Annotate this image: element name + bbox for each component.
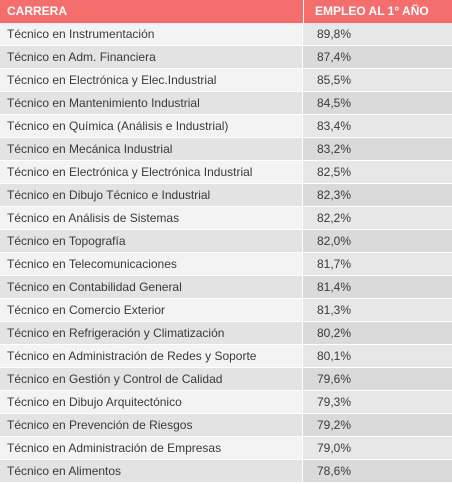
career-cell: Técnico en Dibujo Técnico e Industrial [0, 184, 303, 206]
table-row: Técnico en Administración de Empresas 79,… [0, 437, 452, 460]
table-body: Técnico en Instrumentación 89,8% Técnico e… [0, 23, 452, 483]
column-header-employment: EMPLEO AL 1° AÑO [303, 0, 452, 23]
career-cell: Técnico en Mantenimiento Industrial [0, 92, 303, 114]
employment-cell: 82,5% [303, 161, 452, 183]
career-cell: Técnico en Topografía [0, 230, 303, 252]
table-row: Técnico en Prevención de Riesgos 79,2% [0, 414, 452, 437]
employment-cell: 83,2% [303, 138, 452, 160]
table-row: Técnico en Análisis de Sistemas 82,2% [0, 207, 452, 230]
table-row: Técnico en Comercio Exterior 81,3% [0, 299, 452, 322]
table-row: Técnico en Electrónica y Elec.Industrial… [0, 69, 452, 92]
table-row: Técnico en Dibujo Técnico e Industrial 82… [0, 184, 452, 207]
career-cell: Técnico en Comercio Exterior [0, 299, 303, 321]
table-row: Técnico en Telecomunicaciones 81,7% [0, 253, 452, 276]
career-cell: Técnico en Instrumentación [0, 23, 303, 45]
career-cell: Técnico en Dibujo Arquitectónico [0, 391, 303, 413]
employment-cell: 79,2% [303, 414, 452, 436]
employment-cell: 81,7% [303, 253, 452, 275]
career-cell: Técnico en Contabilidad General [0, 276, 303, 298]
career-cell: Técnico en Administración de Empresas [0, 437, 303, 459]
employment-cell: 78,6% [303, 460, 452, 482]
career-cell: Técnico en Electrónica y Electrónica Ind… [0, 161, 303, 183]
table-row: Técnico en Dibujo Arquitectónico 79,3% [0, 391, 452, 414]
career-cell: Técnico en Análisis de Sistemas [0, 207, 303, 229]
table-row: Técnico en Química (Análisis e Industria… [0, 115, 452, 138]
employment-cell: 89,8% [303, 23, 452, 45]
table-row: Técnico en Administración de Redes y Sop… [0, 345, 452, 368]
employment-cell: 80,2% [303, 322, 452, 344]
table-row: Técnico en Refrigeración y Climatización… [0, 322, 452, 345]
table-row: Técnico en Mecánica Industrial 83,2% [0, 138, 452, 161]
employment-cell: 83,4% [303, 115, 452, 137]
table-row: Técnico en Topografía 82,0% [0, 230, 452, 253]
employment-cell: 82,3% [303, 184, 452, 206]
table-header: CARRERA EMPLEO AL 1° AÑO [0, 0, 452, 23]
career-cell: Técnico en Mecánica Industrial [0, 138, 303, 160]
career-cell: Técnico en Refrigeración y Climatización [0, 322, 303, 344]
table-row: Técnico en Gestión y Control de Calidad 7… [0, 368, 452, 391]
employment-cell: 79,3% [303, 391, 452, 413]
employment-cell: 87,4% [303, 46, 452, 68]
table-row: Técnico en Instrumentación 89,8% [0, 23, 452, 46]
employment-cell: 81,3% [303, 299, 452, 321]
employment-cell: 82,2% [303, 207, 452, 229]
table-row: Técnico en Adm. Financiera 87,4% [0, 46, 452, 69]
employment-cell: 79,0% [303, 437, 452, 459]
table-row: Técnico en Alimentos 78,6% [0, 460, 452, 483]
table-row: Técnico en Contabilidad General 81,4% [0, 276, 452, 299]
career-cell: Técnico en Telecomunicaciones [0, 253, 303, 275]
employment-cell: 79,6% [303, 368, 452, 390]
employment-cell: 80,1% [303, 345, 452, 367]
employment-cell: 81,4% [303, 276, 452, 298]
career-cell: Técnico en Adm. Financiera [0, 46, 303, 68]
career-cell: Técnico en Administración de Redes y Sop… [0, 345, 303, 367]
table-row: Técnico en Electrónica y Electrónica Ind… [0, 161, 452, 184]
career-cell: Técnico en Electrónica y Elec.Industrial [0, 69, 303, 91]
career-cell: Técnico en Química (Análisis e Industria… [0, 115, 303, 137]
employment-cell: 84,5% [303, 92, 452, 114]
career-cell: Técnico en Prevención de Riesgos [0, 414, 303, 436]
career-cell: Técnico en Alimentos [0, 460, 303, 482]
column-header-career: CARRERA [7, 4, 67, 18]
table-row: Técnico en Mantenimiento Industrial 84,5% [0, 92, 452, 115]
employment-cell: 85,5% [303, 69, 452, 91]
employment-cell: 82,0% [303, 230, 452, 252]
career-cell: Técnico en Gestión y Control de Calidad [0, 368, 303, 390]
